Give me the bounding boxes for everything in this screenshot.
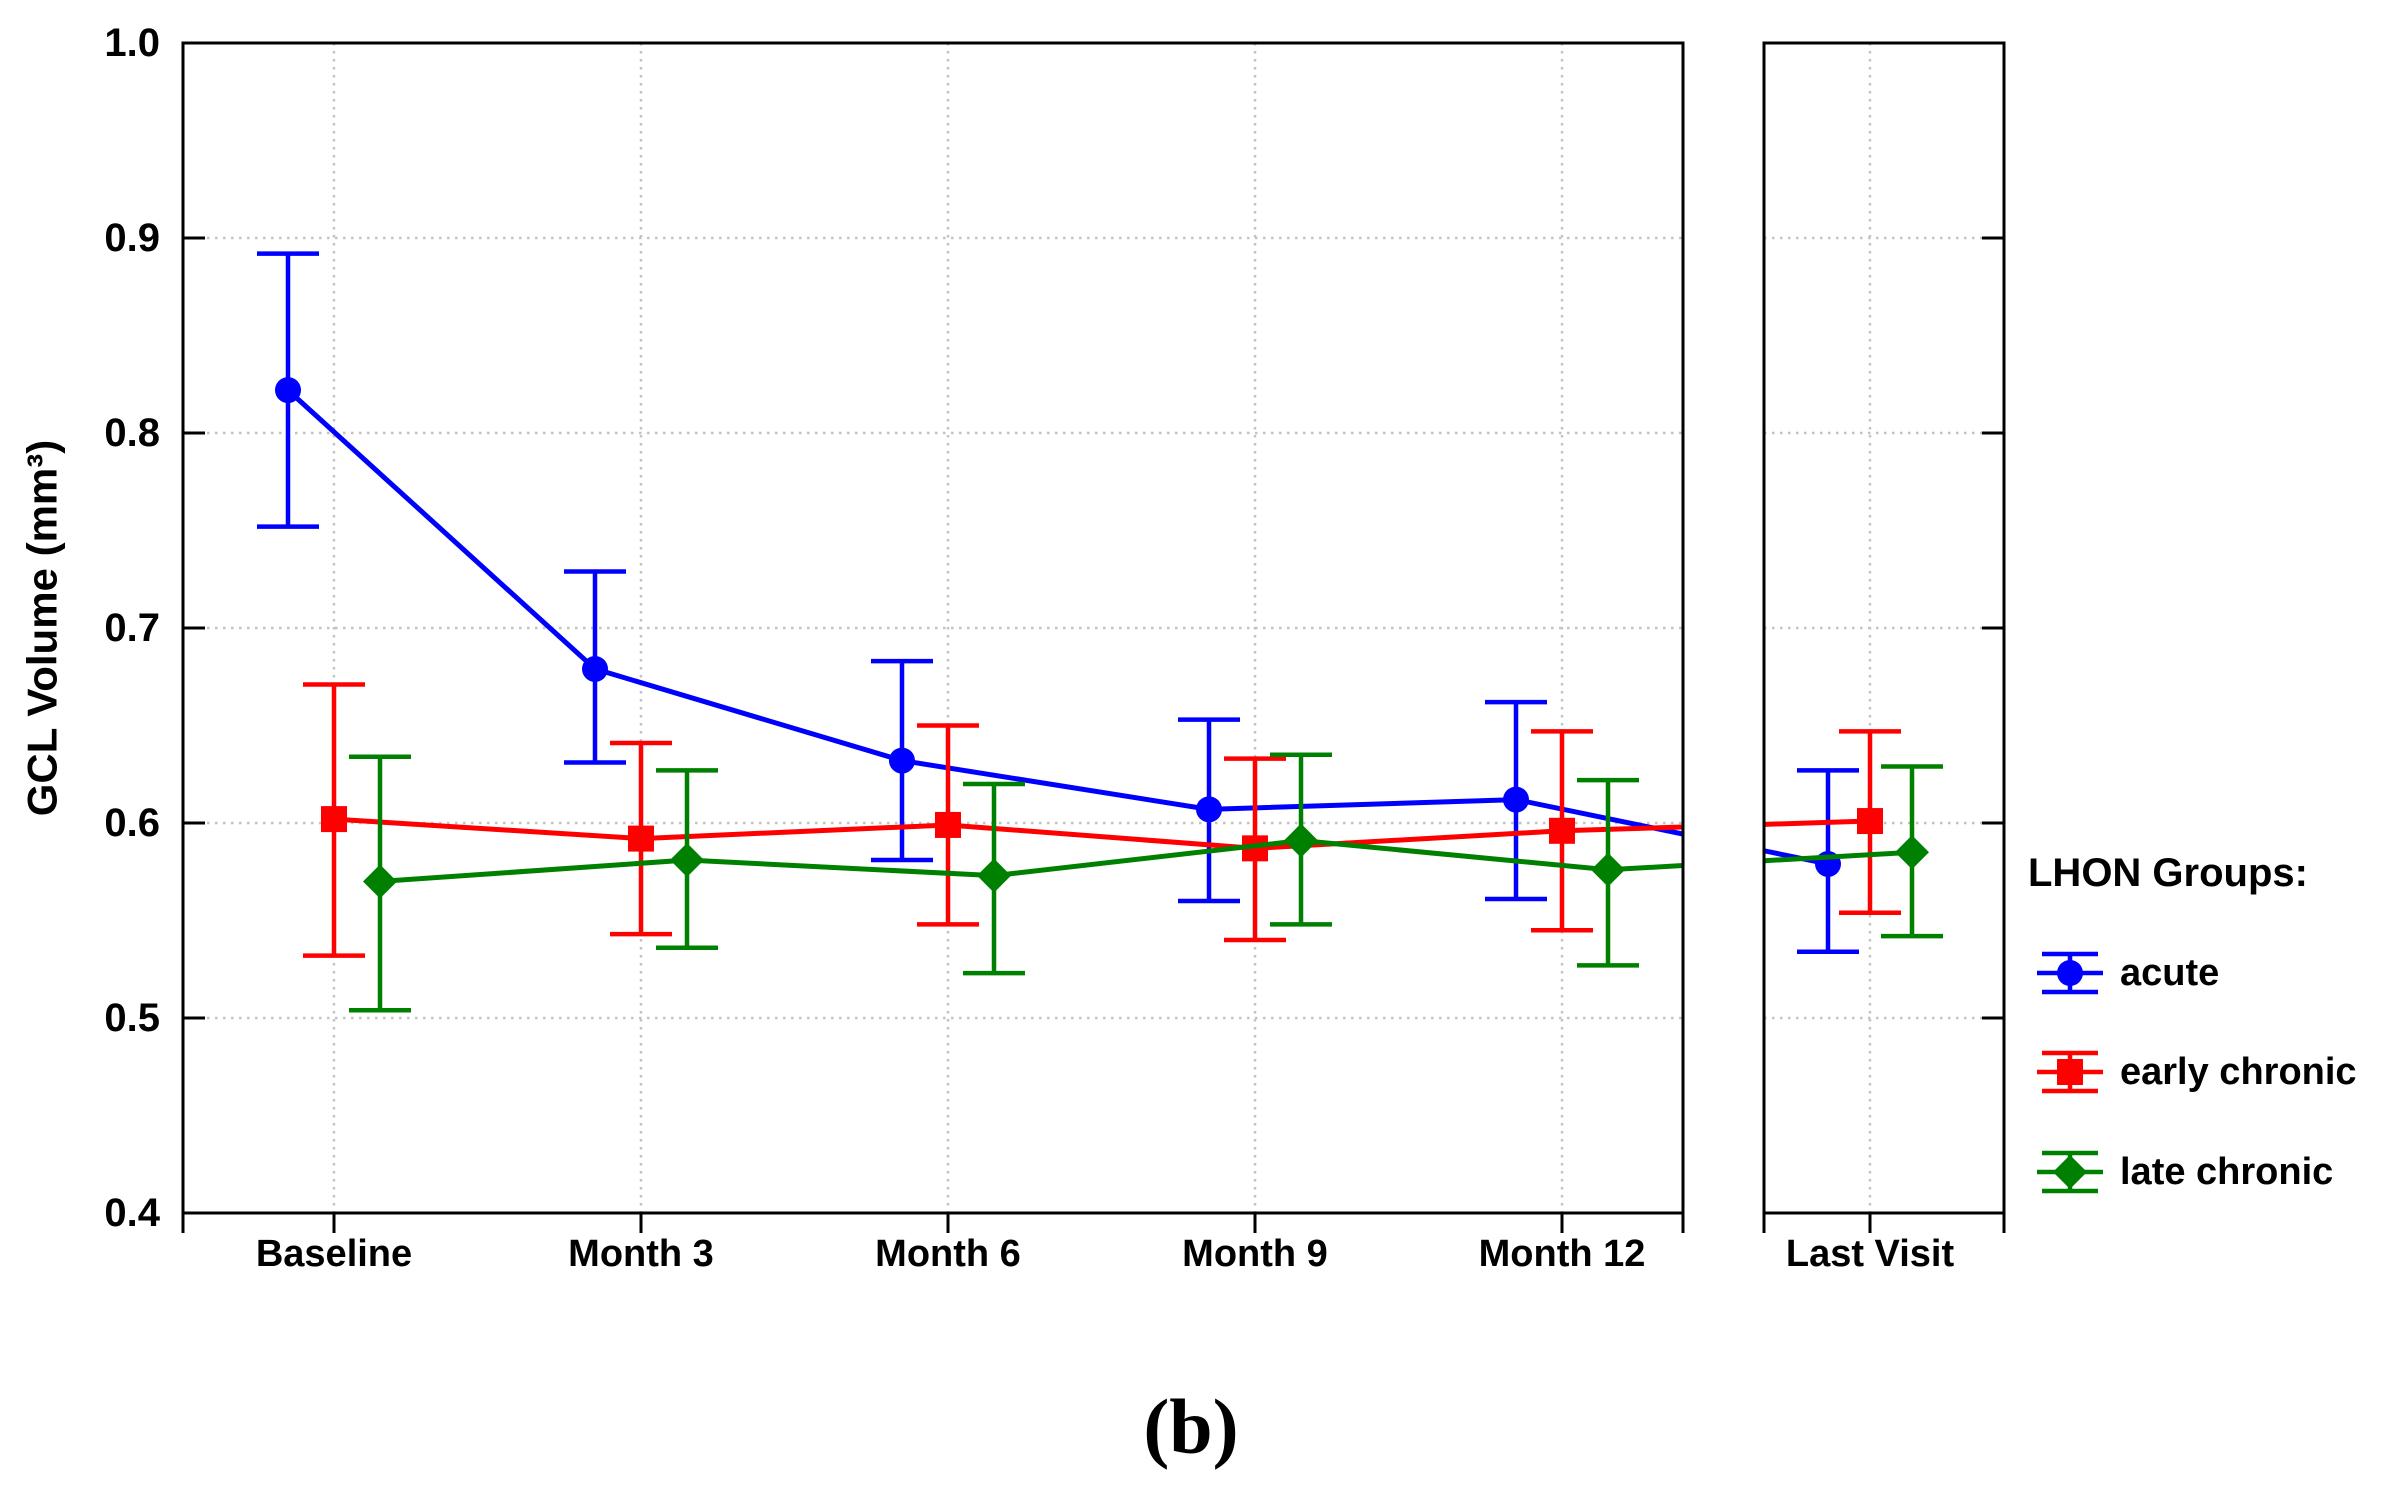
series-acute xyxy=(257,251,1683,904)
x-tick-label: Month 3 xyxy=(568,1233,714,1275)
marker-early-chronic-2 xyxy=(935,811,961,838)
series-line-acute xyxy=(286,388,1683,837)
x-tick-label: Month 12 xyxy=(1479,1233,1646,1275)
series-early-chronic xyxy=(1764,729,1901,915)
marker-early-chronic-4 xyxy=(1549,817,1575,844)
legend-item-acute: acute xyxy=(2037,951,2219,995)
legend-title: LHON Groups: xyxy=(2028,851,2308,895)
marker-late-chronic-5 xyxy=(1895,835,1929,870)
y-axis-labels: 1.0 0.9 0.8 0.7 0.6 0.5 0.4 xyxy=(104,21,160,1235)
y-tick-label: 0.9 xyxy=(104,216,160,260)
x-tick-label: Last Visit xyxy=(1786,1233,1955,1275)
legend-label: late chronic xyxy=(2120,1151,2333,1193)
legend-marker-early-chronic xyxy=(2057,1059,2083,1085)
figure-caption: (b) xyxy=(1143,1383,1239,1470)
legend: LHON Groups: acute early chronic late chron… xyxy=(2028,851,2357,1194)
marker-acute-1 xyxy=(582,655,608,682)
x-tick-label: Month 9 xyxy=(1182,1233,1328,1275)
marker-late-chronic-3 xyxy=(1284,823,1318,858)
legend-label: acute xyxy=(2120,952,2219,994)
axes xyxy=(181,41,2006,1233)
y-axis-title: GCL Volume (mm³) xyxy=(19,440,66,816)
marker-early-chronic-1 xyxy=(628,825,654,852)
x-axis-labels: Baseline Month 3 Month 6 Month 9 Month 12 Las… xyxy=(256,1233,1955,1275)
x-tick-label: Baseline xyxy=(256,1233,412,1275)
series-late-chronic xyxy=(1764,764,1943,939)
series-line-late-chronic xyxy=(379,838,1683,884)
marker-acute-3 xyxy=(1196,796,1222,823)
y-tick-label: 1.0 xyxy=(104,21,160,65)
marker-late-chronic-0 xyxy=(363,864,397,899)
legend-item-early-chronic: early chronic xyxy=(2037,1050,2357,1094)
marker-early-chronic-0 xyxy=(321,806,347,833)
series-early-chronic xyxy=(303,682,1683,958)
y-tick-label: 0.5 xyxy=(104,996,160,1040)
y-tick-label: 0.7 xyxy=(104,606,160,650)
y-tick-label: 0.4 xyxy=(104,1191,160,1235)
series-line-early-chronic xyxy=(333,816,1683,851)
legend-label: early chronic xyxy=(2120,1051,2357,1093)
marker-late-chronic-1 xyxy=(670,843,704,878)
legend-marker-late-chronic xyxy=(2053,1155,2087,1189)
y-tick-label: 0.8 xyxy=(104,411,160,455)
marker-early-chronic-5 xyxy=(1857,808,1883,835)
y-tick-label: 0.6 xyxy=(104,801,160,845)
marker-acute-2 xyxy=(889,747,915,774)
marker-acute-4 xyxy=(1503,786,1529,813)
marker-late-chronic-2 xyxy=(977,858,1011,893)
series-late-chronic xyxy=(349,752,1683,1013)
marker-late-chronic-4 xyxy=(1591,852,1625,887)
x-tick-label: Month 6 xyxy=(875,1233,1021,1275)
legend-item-late-chronic: late chronic xyxy=(2037,1150,2333,1194)
marker-acute-0 xyxy=(275,377,301,404)
legend-marker-acute xyxy=(2057,960,2083,986)
gridlines xyxy=(183,43,2004,1213)
